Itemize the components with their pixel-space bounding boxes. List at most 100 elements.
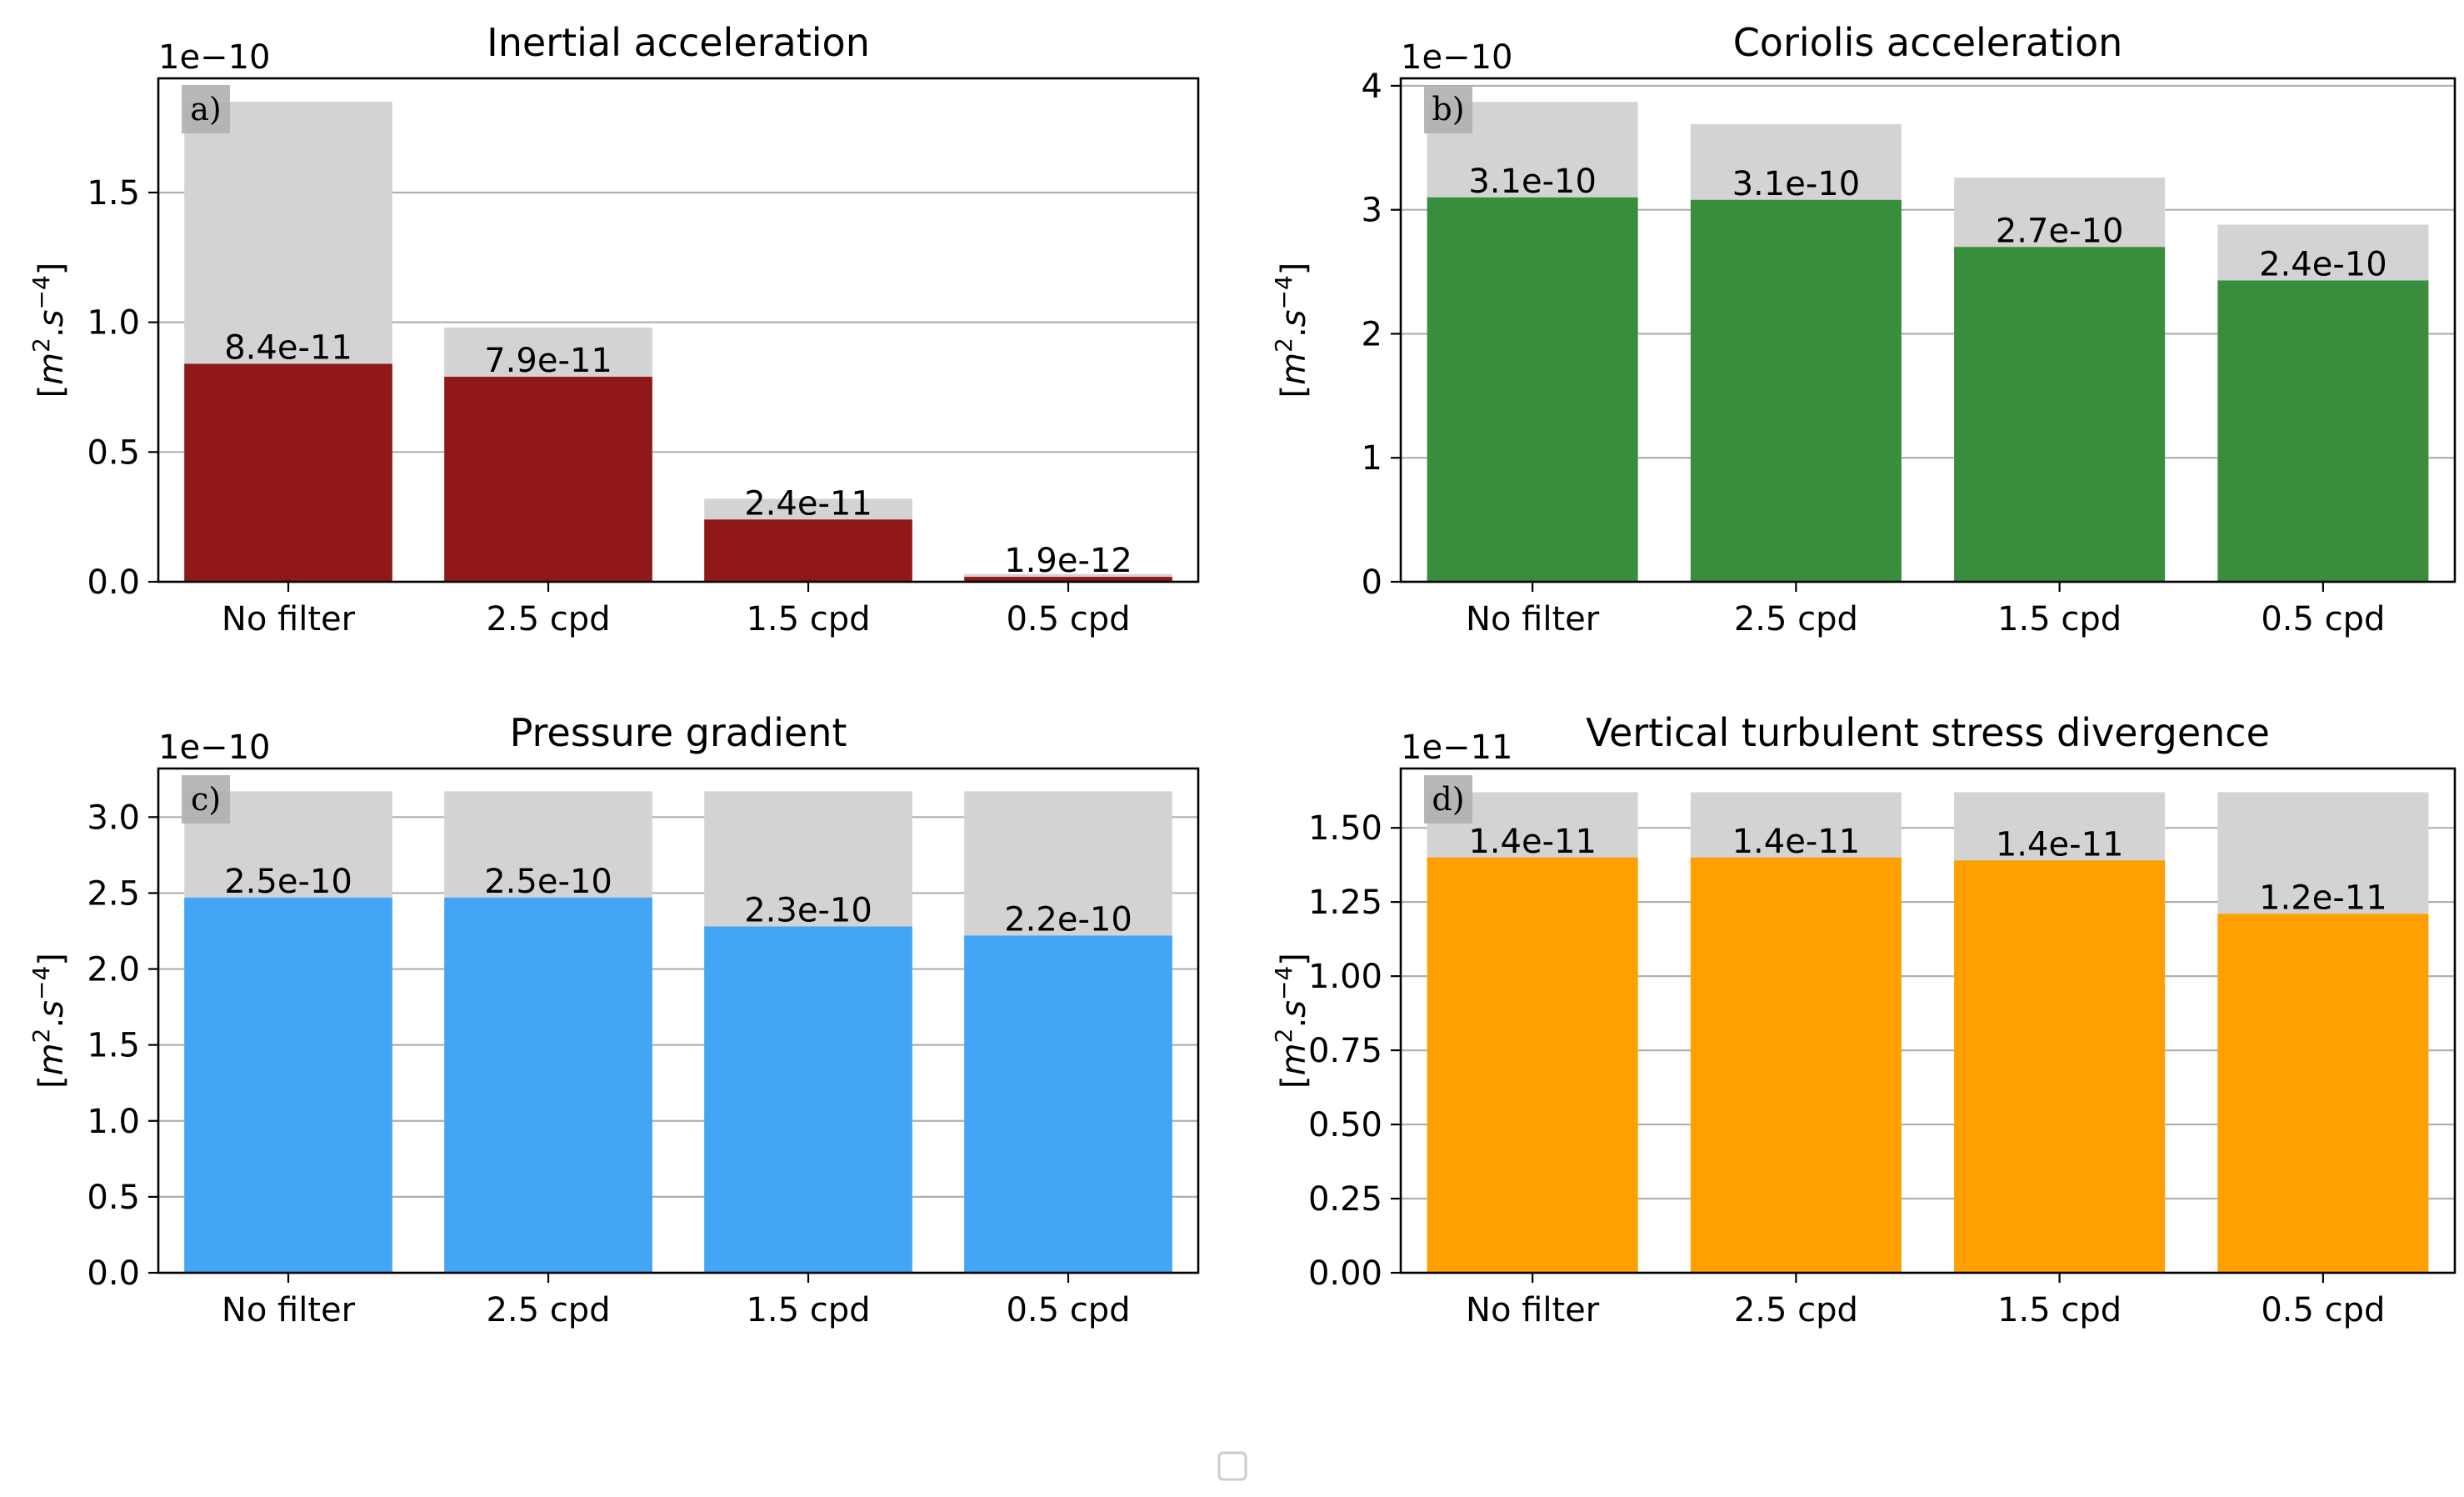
bar-value bbox=[2217, 280, 2429, 582]
panel-tag-box bbox=[182, 775, 230, 824]
panels: 8.4e-11 No filter 7.9e-11 2.5 cpd 2.4e-11 1.5… bbox=[27, 20, 2457, 1329]
y-tick-label: 1.0 bbox=[87, 1103, 140, 1141]
x-tick-label: 0.5 cpd bbox=[2261, 1291, 2385, 1329]
data-label: 2.4e-11 bbox=[744, 484, 872, 523]
y-tick-label: 1.5 bbox=[87, 1027, 140, 1065]
data-label: 1.4e-11 bbox=[1996, 825, 2124, 864]
bar-value bbox=[184, 363, 392, 582]
x-tick-label: 1.5 cpd bbox=[1997, 1291, 2122, 1329]
y-tick-label: 0.25 bbox=[1308, 1180, 1382, 1219]
y-tick-label: 0.5 bbox=[87, 433, 140, 472]
axes-frame bbox=[1399, 767, 2457, 1274]
chart-panel-c: 2.5e-10 No filter 2.5e-10 2.5 cpd 2.3e-10 1.5… bbox=[27, 710, 1200, 1329]
data-label: 2.5e-10 bbox=[224, 863, 352, 901]
bar-value bbox=[1954, 247, 2166, 582]
x-tick-label: 0.5 cpd bbox=[1006, 1291, 1130, 1329]
y-tick-label: 4 bbox=[1362, 68, 1382, 106]
panel-tag-label: d) bbox=[1432, 781, 1464, 818]
bar-value bbox=[1690, 199, 1902, 583]
x-tick-label: 0.5 cpd bbox=[2261, 600, 2385, 638]
x-tick-label: No filter bbox=[222, 1291, 356, 1329]
x-tick-label: 0.5 cpd bbox=[1006, 600, 1130, 638]
data-label: 2.3e-10 bbox=[744, 892, 872, 930]
chart-title: Vertical turbulent stress divergence bbox=[1586, 710, 2270, 755]
data-label: 7.9e-11 bbox=[484, 342, 612, 380]
data-label: 2.4e-10 bbox=[2259, 245, 2387, 283]
empty-legend-box bbox=[1217, 1451, 1247, 1481]
data-label: 1.2e-11 bbox=[2259, 879, 2387, 917]
y-offset-text: 1e−10 bbox=[1401, 38, 1512, 77]
x-tick-label: 2.5 cpd bbox=[486, 600, 610, 638]
y-tick-label: 1.00 bbox=[1308, 958, 1382, 996]
x-tick-label: No filter bbox=[1466, 1291, 1600, 1329]
x-tick-label: 1.5 cpd bbox=[746, 600, 870, 638]
y-tick-label: 1.0 bbox=[87, 304, 140, 343]
y-tick-label: 1.50 bbox=[1308, 809, 1382, 848]
axes-frame bbox=[157, 77, 1200, 583]
y-tick-label: 3 bbox=[1362, 192, 1382, 230]
bar-value bbox=[184, 897, 392, 1273]
chart-panel-b: 3.1e-10 No filter 3.1e-10 2.5 cpd 2.7e-10 1.5… bbox=[1270, 20, 2457, 638]
y-tick-label: 0.50 bbox=[1308, 1106, 1382, 1144]
data-label: 1.4e-11 bbox=[1468, 823, 1597, 861]
data-label: 8.4e-11 bbox=[224, 328, 352, 367]
chart-panel-d: 1.4e-11 No filter 1.4e-11 2.5 cpd 1.4e-11 1.5… bbox=[1270, 710, 2457, 1329]
data-label: 2.5e-10 bbox=[484, 863, 612, 901]
x-tick-label: 1.5 cpd bbox=[1997, 600, 2122, 638]
y-offset-text: 1e−10 bbox=[158, 728, 270, 767]
panel-tag-box bbox=[182, 85, 230, 133]
panel-tag: a) bbox=[182, 85, 230, 133]
y-tick-label: 1.5 bbox=[87, 174, 140, 213]
bar-value bbox=[964, 935, 1172, 1273]
x-tick-label: 2.5 cpd bbox=[1734, 1291, 1858, 1329]
x-tick-label: 2.5 cpd bbox=[486, 1291, 610, 1329]
y-axis-label: [m2.s−4] bbox=[27, 953, 72, 1089]
y-tick-label: 0.0 bbox=[87, 1254, 140, 1293]
panel-tag: b) bbox=[1424, 85, 1472, 133]
y-tick-label: 1 bbox=[1362, 439, 1382, 478]
bar-value bbox=[1427, 857, 1638, 1273]
data-label: 2.2e-10 bbox=[1004, 900, 1132, 939]
chart-title: Pressure gradient bbox=[510, 710, 847, 755]
x-tick-label: 1.5 cpd bbox=[746, 1291, 870, 1329]
x-tick-label: 2.5 cpd bbox=[1734, 600, 1858, 638]
panel-tag-label: a) bbox=[190, 91, 221, 128]
data-label: 3.1e-10 bbox=[1732, 165, 1861, 203]
y-tick-label: 2.5 bbox=[87, 874, 140, 913]
y-tick-label: 0.00 bbox=[1308, 1254, 1382, 1293]
y-tick-label: 0.75 bbox=[1308, 1032, 1382, 1070]
y-axis-label: [m2.s−4] bbox=[27, 263, 72, 398]
y-tick-label: 2.0 bbox=[87, 951, 140, 989]
y-tick-label: 3.0 bbox=[87, 799, 140, 837]
chart-panel-a: 8.4e-11 No filter 7.9e-11 2.5 cpd 2.4e-11 1.5… bbox=[27, 20, 1200, 638]
y-axis-label: [m2.s−4] bbox=[1270, 953, 1314, 1089]
x-tick-label: No filter bbox=[222, 600, 356, 638]
data-label: 1.9e-12 bbox=[1004, 542, 1132, 580]
panel-tag-box bbox=[1424, 85, 1472, 133]
panel-tag-label: b) bbox=[1432, 91, 1464, 128]
axes-frame bbox=[157, 767, 1200, 1274]
y-offset-text: 1e−10 bbox=[158, 38, 270, 77]
y-offset-text: 1e−11 bbox=[1401, 728, 1512, 767]
y-axis-label: [m2.s−4] bbox=[1270, 263, 1314, 398]
y-tick-label: 0 bbox=[1362, 563, 1382, 602]
bar-value bbox=[2217, 914, 2429, 1273]
bar-value bbox=[1427, 197, 1638, 582]
bar-value bbox=[704, 926, 912, 1273]
chart-title: Inertial acceleration bbox=[487, 20, 870, 65]
y-tick-label: 2 bbox=[1362, 315, 1382, 353]
y-tick-label: 0.0 bbox=[87, 563, 140, 602]
y-tick-label: 1.25 bbox=[1308, 884, 1382, 922]
x-tick-label: No filter bbox=[1466, 600, 1600, 638]
bar-value bbox=[1954, 860, 2166, 1273]
panel-tag-label: c) bbox=[191, 781, 221, 818]
chart-title: Coriolis acceleration bbox=[1733, 20, 2123, 65]
panel-tag: d) bbox=[1424, 775, 1472, 824]
bar-value bbox=[704, 519, 912, 582]
data-label: 2.7e-10 bbox=[1996, 212, 2124, 250]
panel-tag-box bbox=[1424, 775, 1472, 824]
bar-value bbox=[1690, 857, 1902, 1273]
data-label: 1.4e-11 bbox=[1732, 823, 1861, 861]
bar-value bbox=[444, 897, 652, 1273]
